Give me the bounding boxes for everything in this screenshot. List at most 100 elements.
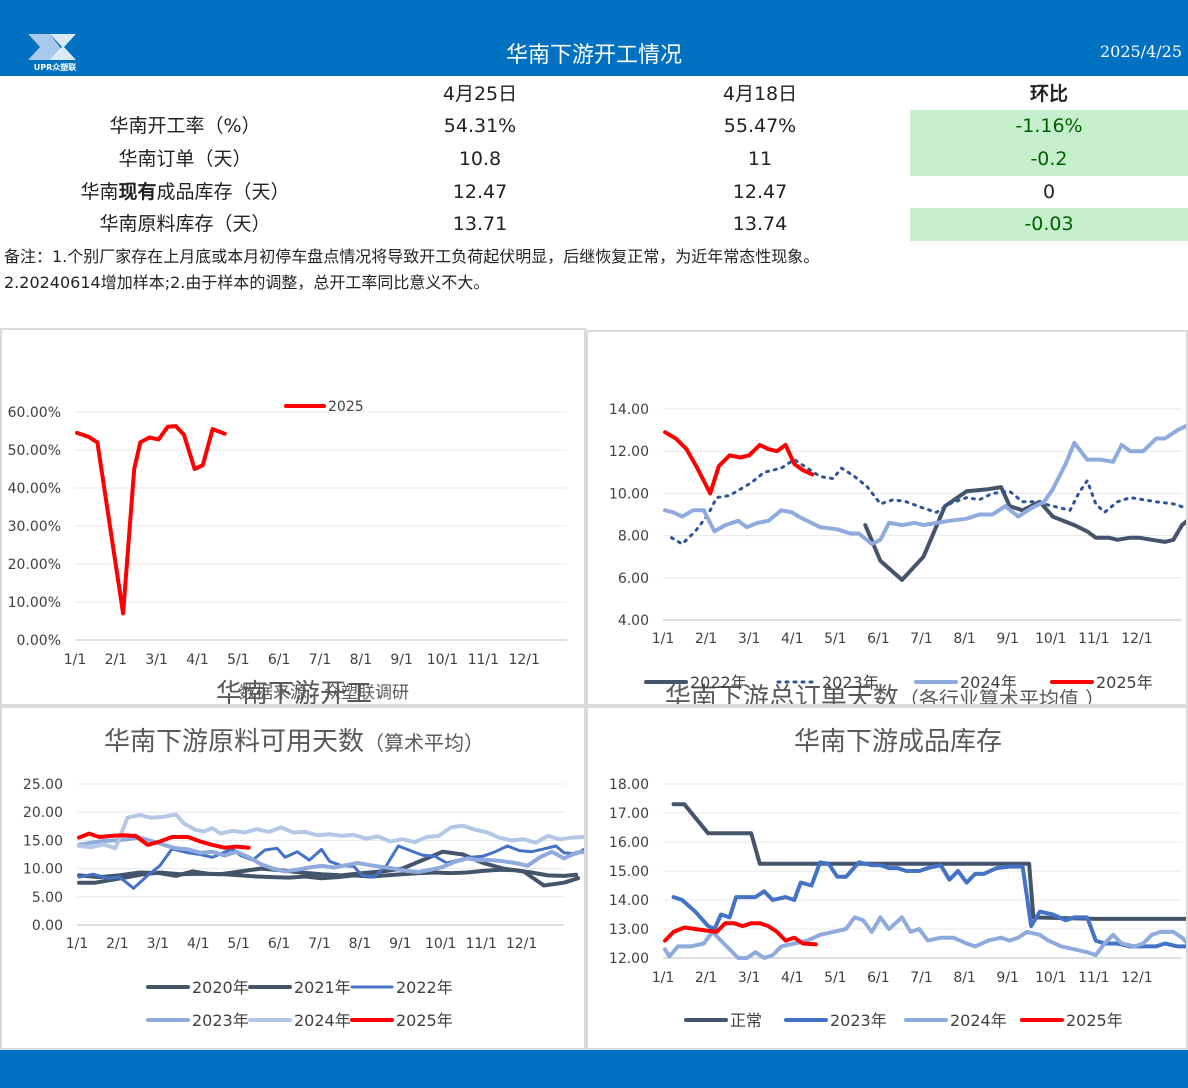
legend-label: 2020年 <box>192 978 249 997</box>
x-tick-label: 12/1 <box>1121 631 1152 647</box>
y-tick-label: 13.00 <box>609 922 649 938</box>
row-label: 华南订单（天） <box>118 148 252 170</box>
y-tick-label: 18.00 <box>609 777 649 793</box>
col-header-previous: 4月18日 <box>722 83 798 105</box>
row-label-bold: 现有 <box>118 181 157 203</box>
legend-item: 2024年 <box>904 1011 1007 1030</box>
chart-panel-finished-goods: 华南下游成品库存 12.00 13.00 14.00 15.00 16.00 17.00 18… <box>586 706 1188 1050</box>
row-label: 华南原料库存（天） <box>99 213 271 235</box>
x-tick-label: 1/1 <box>652 970 675 986</box>
row-label: 华南现有成品库存（天） <box>30 176 340 209</box>
legend-label: 2025年 <box>1066 1011 1123 1030</box>
legend-item: 正常 <box>684 1011 762 1030</box>
x-tick-label: 7/1 <box>309 652 332 668</box>
x-tick-label: 4/1 <box>781 970 804 986</box>
row-previous: 11 <box>747 148 773 170</box>
series-line <box>75 424 227 616</box>
legend-item: 2025 <box>284 399 364 415</box>
y-tick-label: 12.00 <box>609 444 649 460</box>
chart-title: 华南下游总订单天数（各行业算术平均值 ） <box>665 683 1105 704</box>
legend-label: 2022年 <box>690 673 747 692</box>
chart-panel-raw-material: 华南下游原料可用天数（算术平均） 0.00 5.00 10.00 15.00 20.00 2… <box>0 706 586 1050</box>
row-change: -0.03 <box>910 208 1188 241</box>
x-tick-label: 5/1 <box>824 631 847 647</box>
y-tick-label: 14.00 <box>609 402 649 418</box>
legend-label: 2023年 <box>822 673 879 692</box>
row-change: 0 <box>1042 181 1056 203</box>
x-tick-label: 6/1 <box>268 936 291 952</box>
x-tick-label: 10/1 <box>425 936 456 952</box>
x-tick-label: 4/1 <box>186 652 209 668</box>
x-tick-label: 1/1 <box>64 652 87 668</box>
chart-panel-utilization: 华南下游开工 0.00% 10.00% 20.00% 30.00% 40.00% 50.00… <box>0 328 586 706</box>
note-line-2: 2.20240614增加样本;2.由于样本的调整，总开工率同比意义不大。 <box>4 273 490 292</box>
x-tick-label: 12/1 <box>506 936 537 952</box>
finished-goods-chart: 华南下游成品库存 12.00 13.00 14.00 15.00 16.00 17.00 18… <box>609 727 1186 1030</box>
y-tick-label: 5.00 <box>32 890 63 906</box>
y-tick-label: 15.00 <box>609 864 649 880</box>
x-tick-label: 4/1 <box>781 631 804 647</box>
x-tick-label: 7/1 <box>910 631 933 647</box>
x-tick-label: 3/1 <box>738 970 761 986</box>
x-tick-label: 8/1 <box>350 652 373 668</box>
legend-label: 2023年 <box>192 1011 249 1030</box>
legend-item: 2024年 <box>248 1011 351 1030</box>
y-tick-label: 14.00 <box>609 893 649 909</box>
x-tick-label: 1/1 <box>66 936 89 952</box>
series-line <box>671 802 1186 921</box>
y-tick-label: 15.00 <box>23 833 63 849</box>
legend-item: 2021年 <box>248 978 351 997</box>
x-tick-label: 3/1 <box>145 652 168 668</box>
legend-label: 2025年 <box>396 1011 453 1030</box>
legend-label: 2025 <box>328 399 364 415</box>
raw-material-chart: 华南下游原料可用天数（算术平均） 0.00 5.00 10.00 15.00 20.00 2… <box>23 727 584 1030</box>
x-tick-label: 7/1 <box>308 936 331 952</box>
legend-label: 2024年 <box>960 673 1017 692</box>
x-tick-label: 6/1 <box>867 631 890 647</box>
legend-item: 2025年 <box>1050 673 1153 692</box>
legend-item: 2023年 <box>776 673 879 692</box>
series-line <box>77 831 251 850</box>
legend-item: 2023年 <box>146 1011 249 1030</box>
chart-panel-orders: 华南下游总订单天数（各行业算术平均值 ） 4.00 6.00 8.00 10.00 12.… <box>586 330 1188 706</box>
header-bar: UPR众塑联 华南下游开工情况 2025/4/25 <box>0 0 1188 76</box>
x-tick-label: 6/1 <box>867 970 890 986</box>
x-tick-label: 2/1 <box>695 970 718 986</box>
series-line <box>77 812 584 851</box>
col-header-change: 环比 <box>1029 83 1068 105</box>
row-previous: 12.47 <box>732 181 788 203</box>
x-tick-label: 5/1 <box>824 970 847 986</box>
legend-label: 2022年 <box>396 978 453 997</box>
legend-item: 2025年 <box>1020 1011 1123 1030</box>
row-previous: 13.74 <box>732 213 788 235</box>
y-tick-label: 60.00% <box>8 405 61 421</box>
y-tick-label: 10.00 <box>23 862 63 878</box>
report-date: 2025/4/25 <box>1099 42 1182 61</box>
x-tick-label: 9/1 <box>996 970 1019 986</box>
y-tick-label: 0.00% <box>17 633 61 649</box>
x-tick-label: 12/1 <box>1121 970 1152 986</box>
row-label-pre: 华南 <box>80 181 119 203</box>
row-current: 10.8 <box>458 148 502 170</box>
svg-text:UPR众塑联: UPR众塑联 <box>34 62 77 72</box>
x-tick-label: 1/1 <box>652 631 675 647</box>
legend-label: 正常 <box>730 1011 762 1030</box>
x-tick-label: 3/1 <box>147 936 170 952</box>
legend-label: 2024年 <box>950 1011 1007 1030</box>
series-line <box>77 835 584 874</box>
x-tick-label: 2/1 <box>695 631 718 647</box>
legend-item: 2022年 <box>644 673 747 692</box>
row-change: -1.16% <box>910 110 1188 143</box>
note-line-1: 备注：1.个别厂家存在上月底或本月初停车盘点情况将导致开工负荷起伏明显，后继恢复… <box>4 247 820 266</box>
legend-item: 2023年 <box>784 1011 887 1030</box>
series-line <box>671 860 1186 949</box>
y-tick-label: 20.00 <box>23 805 63 821</box>
x-tick-label: 8/1 <box>953 631 976 647</box>
footer-bar <box>0 1050 1188 1088</box>
legend-item: 2024年 <box>914 673 1017 692</box>
y-tick-label: 10.00% <box>8 595 61 611</box>
row-current: 13.71 <box>452 213 508 235</box>
y-tick-label: 4.00 <box>618 613 649 629</box>
x-tick-label: 8/1 <box>349 936 372 952</box>
page-title: 华南下游开工情况 <box>505 43 682 68</box>
